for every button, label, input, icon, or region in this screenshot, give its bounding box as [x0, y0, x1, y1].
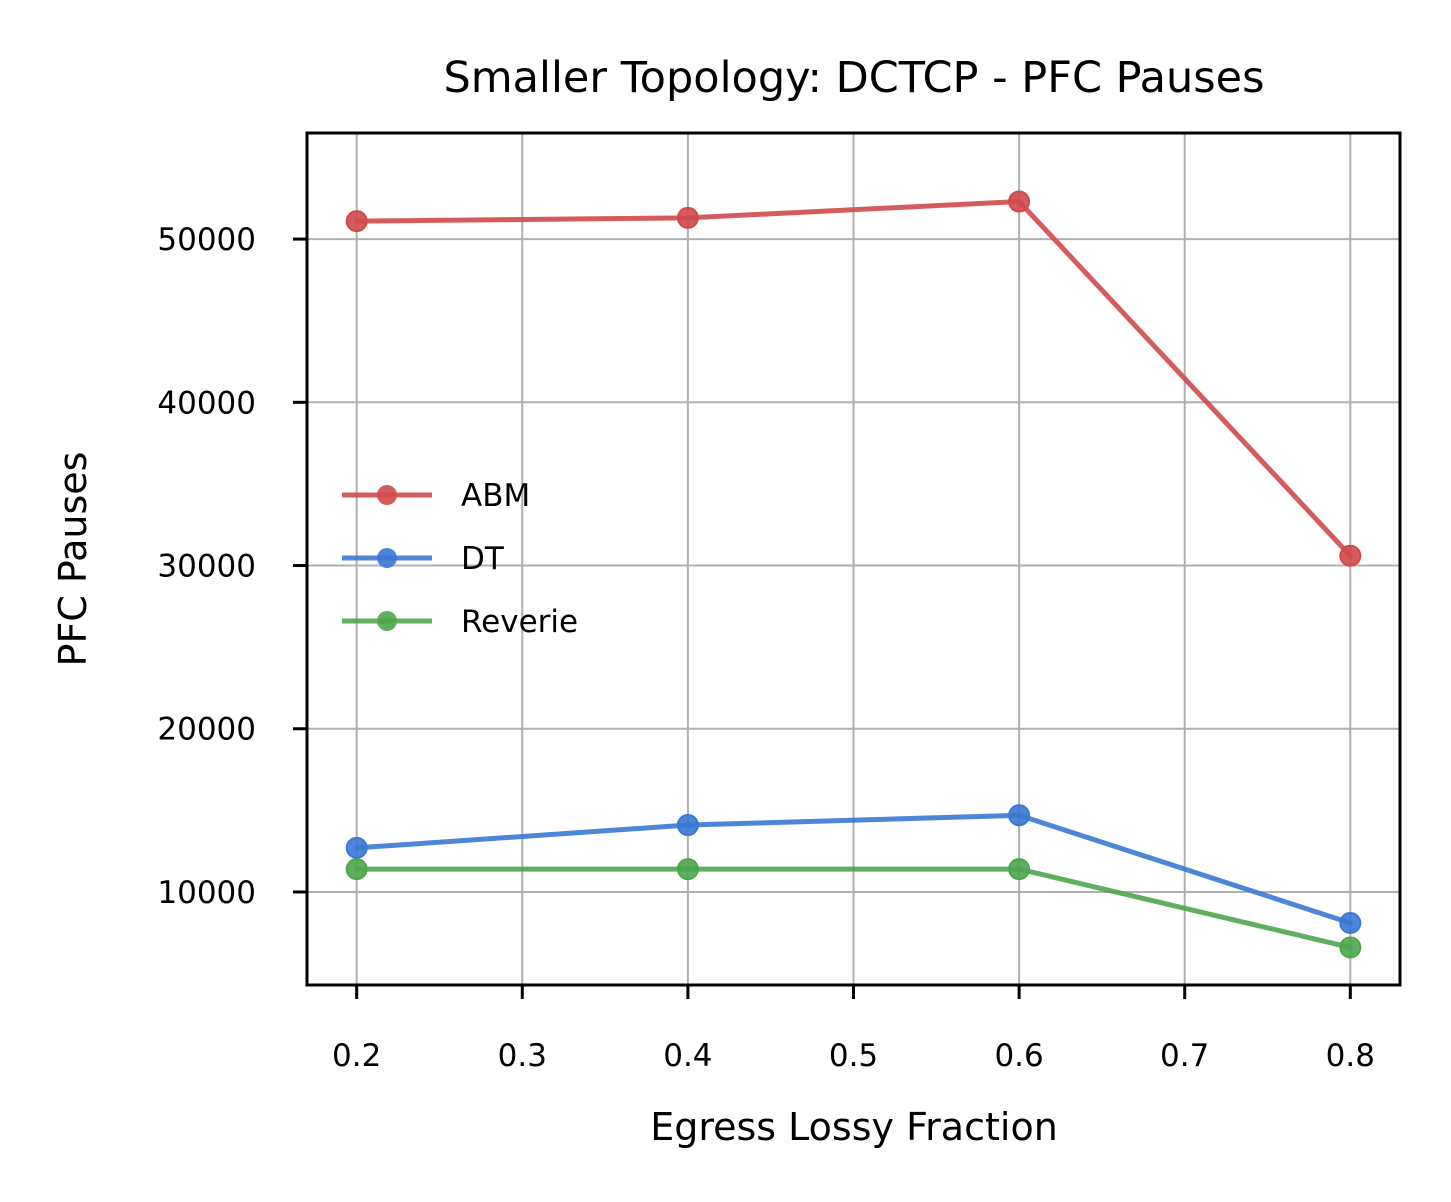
data-point — [1008, 190, 1031, 213]
x-tick-label: 0.3 — [498, 1038, 547, 1074]
y-tick-label: 10000 — [157, 875, 256, 911]
legend-label: DT — [461, 541, 505, 577]
series-line — [354, 866, 1353, 950]
legend-marker — [377, 611, 397, 631]
x-tick-label: 0.4 — [663, 1038, 712, 1074]
x-tick-label: 0.2 — [332, 1038, 381, 1074]
legend-item-abm: ABM — [342, 478, 530, 514]
y-tick-label: 20000 — [157, 712, 256, 748]
data-point — [345, 836, 368, 859]
series-dt — [345, 804, 1362, 934]
x-tick-label: 0.8 — [1326, 1038, 1375, 1074]
data-point — [676, 206, 699, 229]
legend-marker — [377, 485, 397, 505]
data-point — [345, 858, 368, 881]
y-axis-label: PFC Pauses — [51, 452, 95, 667]
grid — [307, 133, 1400, 985]
data-point — [676, 858, 699, 881]
x-tick-label: 0.7 — [1160, 1038, 1209, 1074]
data-point — [676, 814, 699, 837]
legend-item-dt: DT — [342, 541, 505, 577]
series-line — [354, 199, 1353, 559]
x-tick-label: 0.5 — [829, 1038, 878, 1074]
data-point — [1339, 544, 1362, 567]
legend-marker — [377, 548, 397, 568]
x-axis: 0.2 0.3 0.4 0.5 0.6 0.7 0.8 — [332, 985, 1375, 1074]
series-abm — [345, 190, 1362, 567]
y-tick-label: 50000 — [157, 222, 256, 258]
x-tick-label: 0.6 — [994, 1038, 1043, 1074]
data-point — [1339, 936, 1362, 959]
data-point — [345, 210, 368, 233]
legend-label: Reverie — [461, 604, 578, 640]
data-point — [1339, 911, 1362, 934]
series-line — [354, 812, 1353, 926]
y-axis: 10000 20000 30000 40000 50000 — [157, 222, 307, 911]
legend-label: ABM — [461, 478, 530, 514]
y-tick-label: 40000 — [157, 385, 256, 421]
series-layer — [345, 190, 1362, 959]
legend: ABM DT Reverie — [342, 478, 578, 640]
data-point — [1008, 858, 1031, 881]
x-axis-label: Egress Lossy Fraction — [650, 1105, 1058, 1149]
data-point — [1008, 804, 1031, 827]
chart-title: Smaller Topology: DCTCP - PFC Pauses — [443, 53, 1264, 103]
legend-item-reverie: Reverie — [342, 604, 578, 640]
series-reverie — [345, 858, 1362, 959]
y-tick-label: 30000 — [157, 549, 256, 585]
